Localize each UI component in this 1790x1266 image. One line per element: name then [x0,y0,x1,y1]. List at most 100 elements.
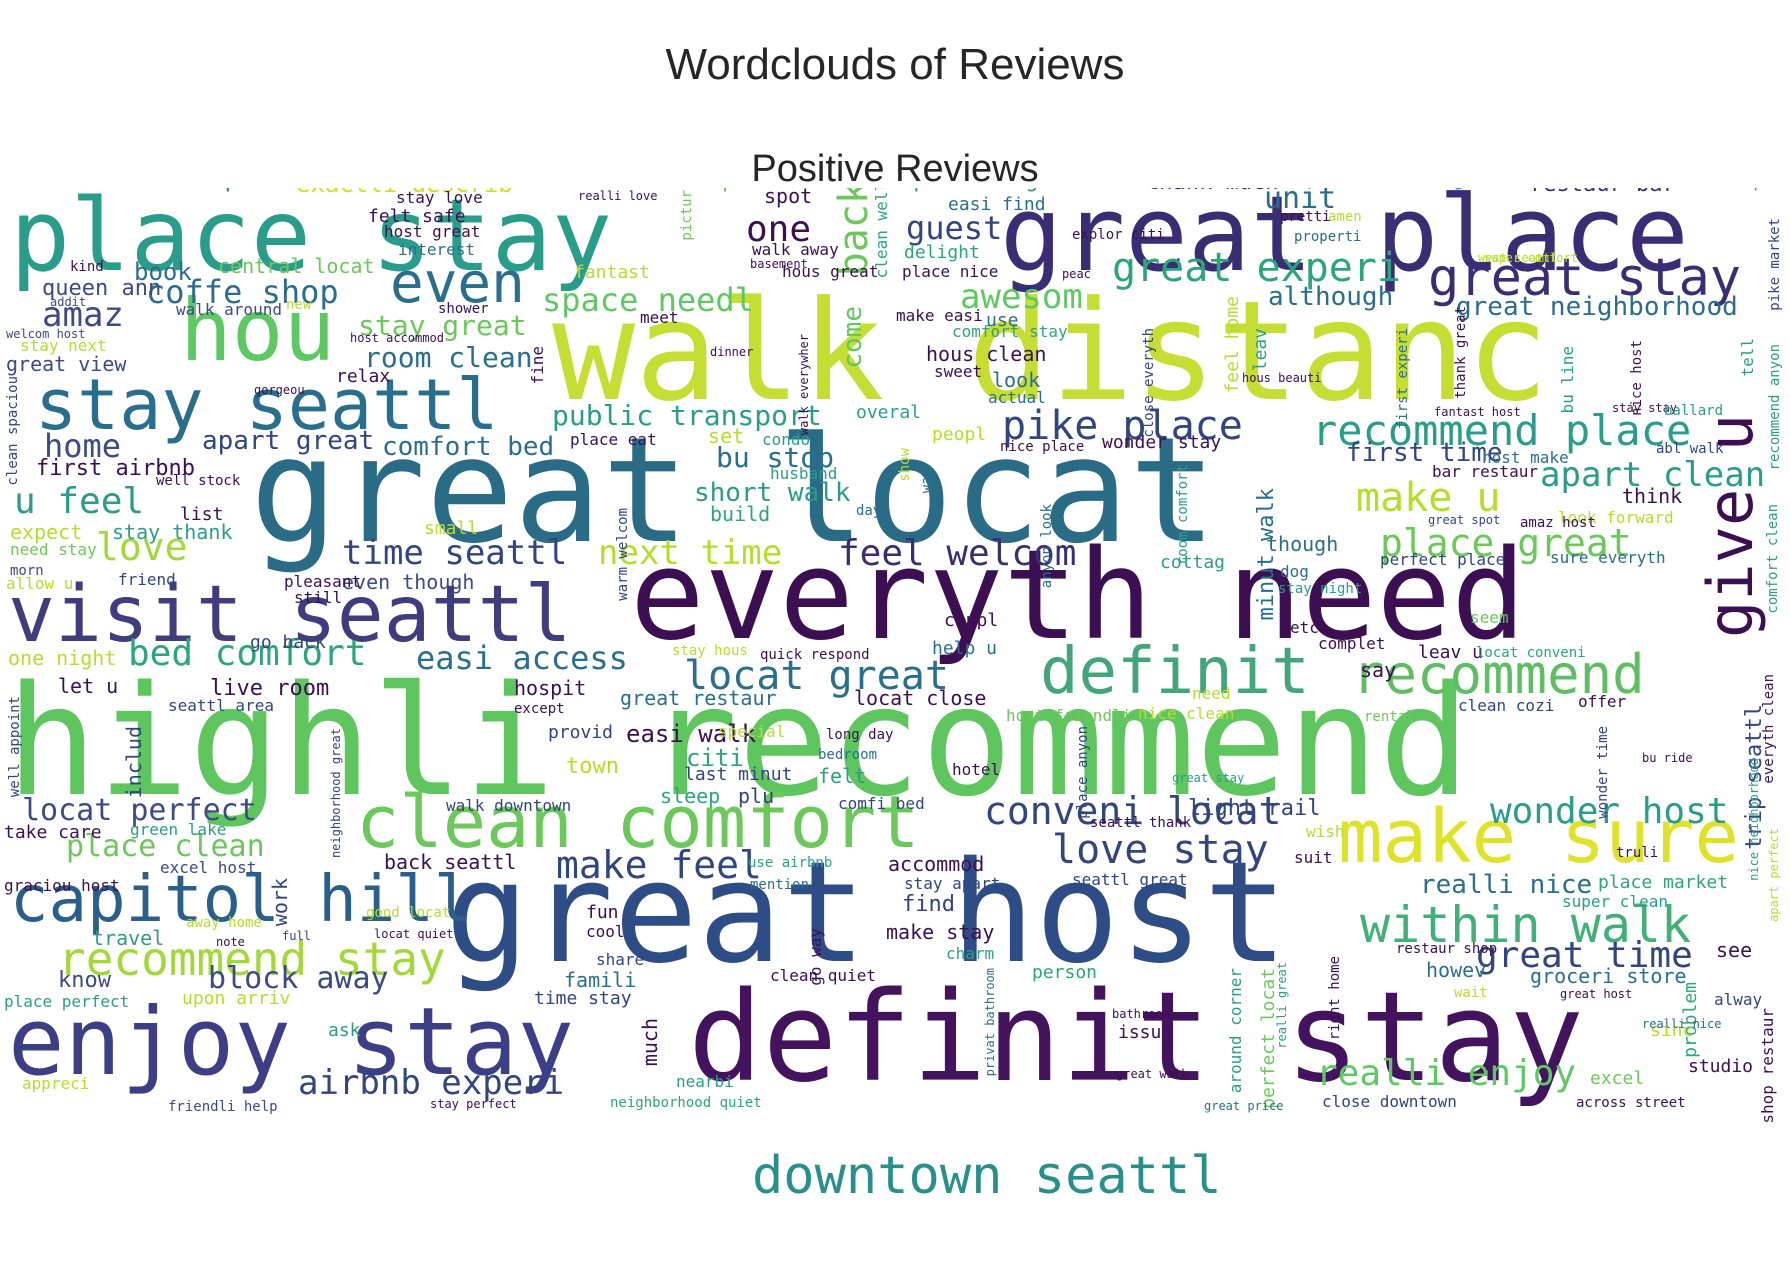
word-perfect-place: perfect place [1380,550,1506,569]
word-fun: fun [586,902,619,923]
word-pretti: pretti [1280,209,1331,225]
word-bu-stop: bu stop [716,441,835,474]
word-well-appoint: well appoint [7,696,23,798]
word-room-comfort: room comfort [1175,464,1191,566]
word-unit: unit [1264,188,1337,216]
word-show: show [897,448,913,482]
word-overal: overal [856,402,922,423]
word-delight: delight [904,242,980,263]
word-comfort-bed: comfort bed [382,432,555,462]
word-shower: shower [438,301,489,317]
word-charm: charm [946,944,995,963]
word-excel-host: excel host [160,858,257,877]
word-husband: husband [770,464,838,483]
word-hospit: hospit [514,676,587,700]
word-make-easi: make easi [896,306,983,325]
word-day: day [856,503,882,519]
word-airbnb-experi: airbnb experi [298,1063,565,1103]
word-walk-everywher: walk everywher [797,334,811,436]
word-properti: properti [1294,229,1362,245]
word-thank-great: thank great [1453,306,1469,399]
word-set: set [708,424,745,448]
word-person: person [1032,962,1098,983]
word-come: come [838,306,868,369]
word-build: build [710,502,771,526]
word-let-u: let u [58,674,119,698]
word-long-day: long day [826,727,894,743]
word-great-restaur: great restaur [620,686,777,710]
word-expect: expect [10,520,83,544]
word-stay-love: stay love [396,188,483,207]
word-time-seattl: time seattl [342,533,568,573]
word-exactli-describ: exactli describ [296,188,513,196]
word-graciou-host: graciou host [4,876,120,895]
word-sinc: sinc [1650,1020,1694,1041]
word-wait: wait [1454,985,1488,1001]
word-need: need [1192,684,1231,703]
word-welcom-host: welcom host [6,327,86,341]
word-restaur-bar: restaur bar [1530,188,1676,196]
word-look-forward: look forward [1558,508,1674,527]
word-neighborhood-great: neighborhood great [329,728,343,859]
word-offer: offer [1578,692,1627,711]
word-truli: truli [1616,845,1659,861]
word-town: town [566,754,619,779]
word-includ: includ [122,726,146,799]
word-shop-restaur: shop restaur [1758,1008,1777,1124]
word-make-feel: make feel [556,843,762,887]
word-full: full [282,929,311,943]
word-note: note [216,935,245,949]
word-fine: fine [528,346,547,385]
word-pike-market: pike market [1767,218,1783,311]
word-locat-conveni: locat conveni [1476,645,1586,661]
word-anyon-look: anyon look [1039,504,1055,589]
word-relax: relax [336,366,391,387]
word-apart-clean: apart clean [1540,455,1766,495]
word-wonder-time: wonder time [1595,726,1611,819]
word-walk-away: walk away [752,240,839,259]
word-appreci: appreci [22,1074,90,1093]
word-block-away: block away [208,961,389,996]
word-find: find [902,892,955,917]
word-definit-stay: definit stay [688,966,1584,1110]
word-within-walk: within walk [1360,896,1692,954]
word-peac: peac [1062,267,1091,281]
word-seem: seem [1470,608,1509,627]
word-etc: etc [1290,618,1319,637]
word-locat-great: locat great [684,653,949,699]
word-place-anyon: place anyon [1075,726,1091,819]
word-stay-great: stay great [358,309,527,342]
word-nice-clean: nice clean [1138,704,1235,723]
word-queen-ann: queen ann [42,276,162,301]
word-peopl: peopl [932,424,987,445]
word-recommend-anyon: recommend anyon [1767,344,1783,471]
word-great-locat: great locat [250,406,1217,576]
word-new: new [286,297,312,313]
word-issu: issu [1118,1022,1162,1043]
word-first-time: first time [1346,438,1503,468]
word-amen: amen [1328,209,1362,225]
word-seattl-great: seattl great [1072,870,1188,889]
word-nearbi: nearbi [676,1072,734,1091]
word-one: one [746,209,812,250]
word-recommend: recommend [1352,643,1645,706]
word-enjoy-stay: enjoy stay [8,988,574,1097]
word-great-price: great price [1204,1099,1284,1113]
word-stay-night: stay night [1278,581,1363,597]
word-even-though: even though [342,570,475,594]
word-u-feel: u feel [14,481,145,522]
word-realli-great: realli great [1275,962,1289,1049]
word-public-transport: public transport [552,399,822,432]
word-amaz-host: amaz host [1520,515,1596,531]
word-place-great: place great [1380,521,1632,565]
word-leav-u: leav u [1418,642,1484,663]
word-bedroom: bedroom [818,747,878,763]
word-studio: studio [1688,1056,1754,1077]
word-kind: kind [70,259,104,275]
word-complet: complet [1318,634,1386,653]
word-answer-question: answer question [622,188,821,192]
word-say: say [1360,658,1397,682]
word-go-way: go way [806,928,825,986]
word-sure-everyth: sure everyth [1550,548,1666,567]
word-close-downtown: close downtown [1322,1092,1457,1111]
